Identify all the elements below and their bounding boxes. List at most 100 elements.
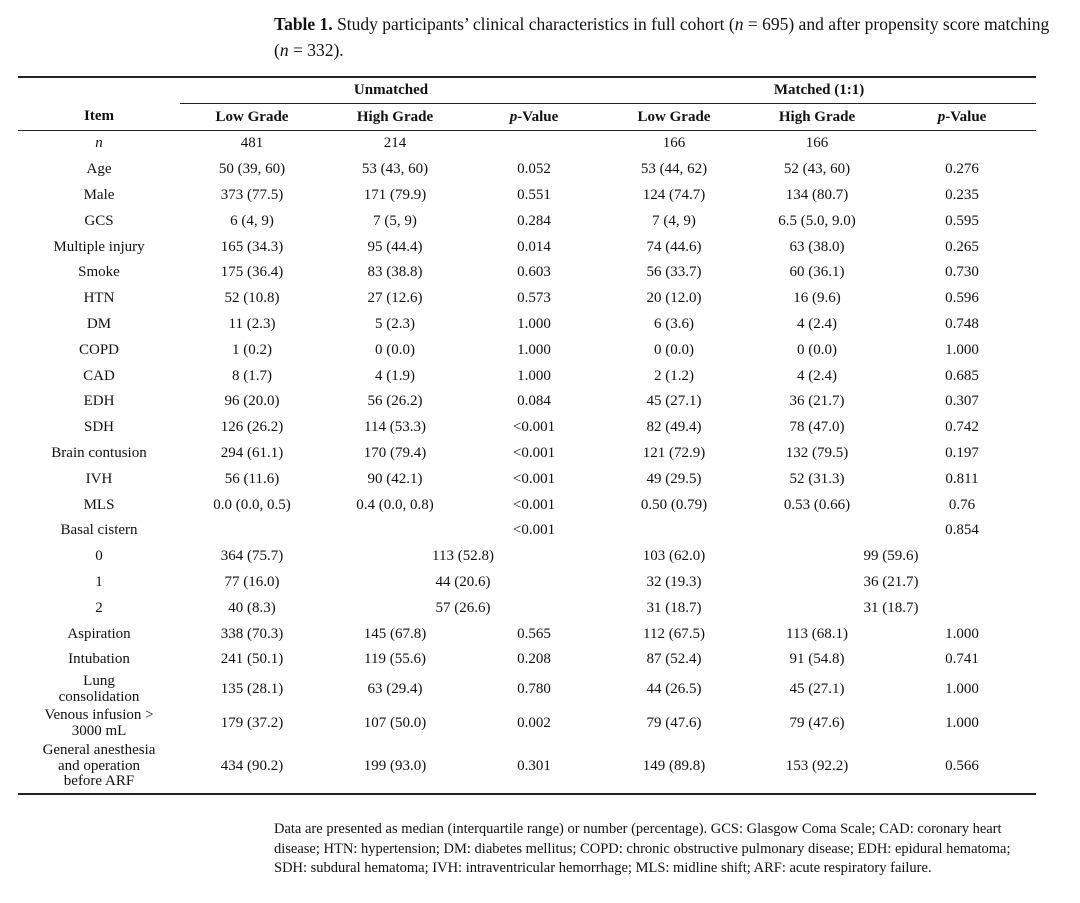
- table-cell: [888, 131, 1036, 157]
- table-cell: 166: [805, 135, 829, 152]
- table-cell: 50 (39, 60): [218, 161, 286, 178]
- row-label: Brain contusion: [51, 444, 147, 461]
- table-cell: 1.000: [945, 714, 979, 731]
- table-cell: 0.748: [945, 315, 979, 332]
- table-cell: 7 (4, 9): [652, 212, 696, 229]
- table-cell: <0.001: [512, 470, 556, 487]
- row-label: Aspiration: [67, 625, 131, 642]
- table-cell: 149 (89.8): [642, 757, 706, 774]
- table-cell: [324, 518, 466, 544]
- column-header: Item: [84, 108, 114, 125]
- table-cell: 0.084: [517, 393, 551, 410]
- table-cell: 36 (21.7): [789, 393, 845, 410]
- table-cell: 52 (43, 60): [783, 161, 851, 178]
- table-cell: 0.854: [945, 522, 979, 539]
- table-cell: 373 (77.5): [220, 186, 284, 203]
- row-label: DM: [86, 315, 112, 332]
- table-cell: 170 (79.4): [363, 444, 427, 461]
- table-cell: 2 (1.2): [654, 367, 695, 384]
- table-cell: 0.595: [945, 212, 979, 229]
- table-cell: 79 (47.6): [789, 714, 845, 731]
- table-cell: 0.0 (0.0, 0.5): [213, 496, 291, 513]
- table-row: Aspiration 338 (70.3) 145 (67.8) 0.565 112 (…: [18, 621, 1036, 647]
- table-cell: 0.276: [945, 161, 979, 178]
- table-cell: 0.741: [945, 651, 979, 668]
- table-cell: 107 (50.0): [363, 714, 427, 731]
- row-label: Intubation: [68, 651, 130, 668]
- table-cell: 6 (3.6): [654, 315, 695, 332]
- row-label: CAD: [83, 367, 115, 384]
- row-label: Lung consolidation: [58, 673, 140, 705]
- table-cell: 5 (2.3): [375, 315, 415, 332]
- table-cell: 77 (16.0): [224, 573, 280, 590]
- group-header-unmatched: Unmatched: [180, 77, 603, 104]
- table-cell: 0.565: [517, 625, 551, 642]
- table-cell: 121 (72.9): [642, 444, 706, 461]
- table-cell: 45 (27.1): [789, 680, 845, 697]
- table-cell: 241 (50.1): [220, 651, 284, 668]
- row-label: Age: [86, 161, 112, 178]
- row-label: HTN: [83, 290, 115, 307]
- table-cell: 36 (21.7): [863, 573, 919, 590]
- table-cell: 364 (75.7): [220, 548, 284, 565]
- table-cell: 53 (44, 62): [640, 161, 708, 178]
- table-cell: 171 (79.9): [363, 186, 427, 203]
- table-cell: [746, 518, 888, 544]
- table-cell: 112 (67.5): [643, 625, 705, 642]
- table-cell: 0.284: [517, 212, 551, 229]
- table-cell: 99 (59.6): [863, 548, 919, 565]
- table-caption: Table 1. Study participants’ clinical ch…: [274, 11, 1064, 63]
- table-cell: 134 (80.7): [785, 186, 849, 203]
- table-cell: <0.001: [512, 496, 556, 513]
- caption-text-1: Study participants’ clinical characteris…: [332, 14, 735, 34]
- table-body: n 481 214 166 166 Age 50 (39, 60) 53 (43, 60) 0.…: [18, 131, 1037, 794]
- table-row: HTN 52 (10.8) 27 (12.6) 0.573 20 (12.0) 16 (9…: [18, 286, 1036, 312]
- table-cell: 338 (70.3): [220, 625, 284, 642]
- row-label: IVH: [85, 470, 113, 487]
- table-cell: 124 (74.7): [642, 186, 706, 203]
- table-cell: 90 (42.1): [367, 470, 423, 487]
- column-header: p-Value: [509, 108, 559, 125]
- table-cell: 44 (26.5): [646, 680, 702, 697]
- table-cell: 0.208: [517, 651, 551, 668]
- row-label: 2: [95, 599, 103, 616]
- table-cell: 0.76: [948, 496, 976, 513]
- table-cell: 52 (10.8): [224, 290, 280, 307]
- row-label: n: [95, 135, 103, 152]
- table-cell: 1.000: [945, 341, 979, 358]
- characteristics-table: Unmatched Matched (1:1) Item Low Grade Hig…: [18, 76, 1037, 795]
- column-header: Low Grade: [637, 108, 711, 125]
- table-cell: 0.551: [517, 186, 551, 203]
- table-cell: 434 (90.2): [220, 757, 284, 774]
- table-row: Smoke 175 (36.4) 83 (38.8) 0.603 56 (33.7) 60…: [18, 260, 1036, 286]
- table-row: GCS 6 (4, 9) 7 (5, 9) 0.284 7 (4, 9) 6.5 (5.0…: [18, 208, 1036, 234]
- table-cell: 4 (2.4): [797, 315, 838, 332]
- table-cell: 114 (53.3): [364, 419, 426, 436]
- row-label: Basal cistern: [60, 522, 138, 539]
- table-cell: 0.014: [517, 238, 551, 255]
- table-cell: 31 (18.7): [646, 599, 702, 616]
- table-cell: 53 (43, 60): [361, 161, 429, 178]
- row-label: EDH: [83, 393, 115, 410]
- table-cell: 135 (28.1): [220, 680, 284, 697]
- table-cell: 294 (61.1): [220, 444, 284, 461]
- row-label: MLS: [83, 496, 115, 513]
- table-row: Brain contusion 294 (61.1) 170 (79.4) <0.00…: [18, 441, 1036, 467]
- table-cell: 32 (19.3): [646, 573, 702, 590]
- table-cell: 6.5 (5.0, 9.0): [778, 212, 856, 229]
- table-cell: 0.197: [945, 444, 979, 461]
- table-row-basal-cistern-grade: 1 77 (16.0) 44 (20.6) 32 (19.3) 36 (21.7): [18, 570, 1036, 596]
- table-footnote: Data are presented as median (interquart…: [274, 821, 1011, 876]
- table-cell: 199 (93.0): [363, 757, 427, 774]
- table-cell: 103 (62.0): [642, 548, 706, 565]
- table-row: Lung consolidation 135 (28.1) 63 (29.4) 0.78…: [18, 673, 1036, 707]
- table-row: Age 50 (39, 60) 53 (43, 60) 0.052 53 (44, 62…: [18, 157, 1036, 183]
- table-cell: 175 (36.4): [220, 264, 284, 281]
- table-row: CAD 8 (1.7) 4 (1.9) 1.000 2 (1.2) 4 (2.4) 0.68…: [18, 363, 1036, 389]
- table-cell: 60 (36.1): [789, 264, 845, 281]
- column-header: Low Grade: [215, 108, 289, 125]
- table-row: Basal cistern <0.001 0.854: [18, 518, 1036, 544]
- table-row-basal-cistern-grade: 2 40 (8.3) 57 (26.6) 31 (18.7) 31 (18.7): [18, 595, 1036, 621]
- row-label: 1: [95, 573, 103, 590]
- table-cell: 126 (26.2): [220, 419, 284, 436]
